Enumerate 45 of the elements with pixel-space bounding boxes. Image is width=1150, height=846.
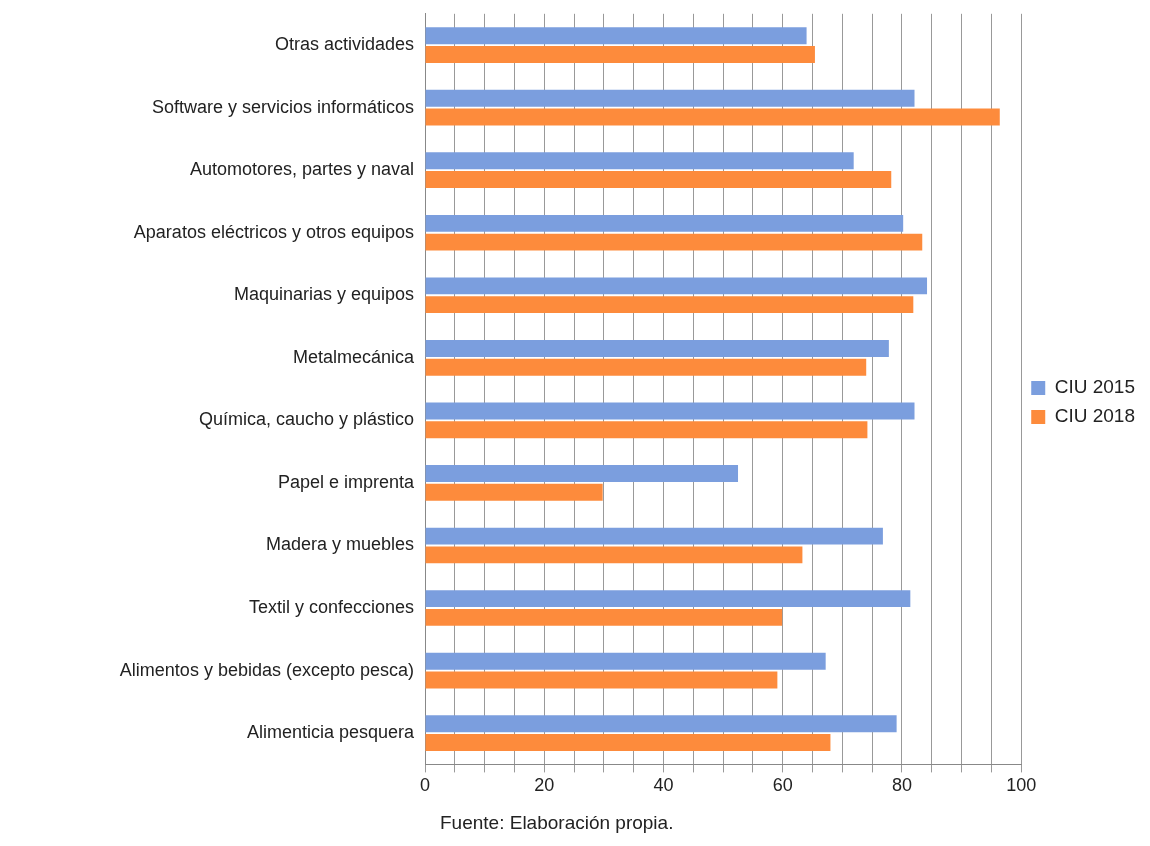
bar (425, 734, 831, 751)
bar (425, 340, 889, 357)
y-tick-label: Metalmecánica (292, 346, 415, 367)
y-tick-label: Papel e imprenta (277, 471, 415, 492)
bar (425, 465, 739, 482)
y-tick-label: Automotores, partes y naval (189, 159, 414, 180)
legend-label: CIU 2015 (1054, 376, 1136, 398)
bar (425, 27, 807, 45)
x-tick-label: 20 (534, 775, 555, 796)
x-tick-label: 100 (1006, 775, 1037, 796)
bar (425, 652, 826, 670)
y-tick-label: Madera y muebles (265, 534, 414, 555)
bar (425, 590, 911, 608)
bar (425, 171, 892, 188)
bar (425, 46, 815, 63)
bar (425, 152, 854, 170)
x-tick-label: 80 (891, 775, 912, 796)
bar (425, 108, 1000, 126)
bar (425, 527, 883, 545)
bar (425, 214, 904, 232)
bar (425, 296, 914, 314)
bar (425, 546, 803, 564)
bar (425, 233, 923, 251)
bar (425, 277, 928, 295)
bar (425, 608, 783, 626)
bar (425, 402, 915, 420)
bar (425, 421, 868, 439)
bar (425, 358, 867, 376)
y-tick-label: Software y servicios informáticos (151, 96, 414, 117)
bar (425, 715, 897, 733)
x-tick-label: 40 (653, 775, 674, 796)
y-tick-label: Maquinarias y equipos (233, 284, 414, 305)
legend-label: CIU 2018 (1054, 405, 1136, 427)
source-note: Fuente: Elaboración propia. (440, 812, 674, 834)
y-tick-label: Otras actividades (274, 34, 414, 55)
x-tick-label: 0 (419, 775, 431, 796)
y-tick-label: Textil y confecciones (248, 596, 414, 617)
y-tick-label: Química, caucho y plástico (198, 409, 414, 430)
y-tick-label: Alimentos y bebidas (excepto pesca) (119, 659, 414, 680)
bar (425, 89, 915, 107)
y-tick-label: Alimenticia pesquera (246, 722, 415, 743)
bar (425, 671, 778, 689)
y-tick-label: Aparatos eléctricos y otros equipos (133, 221, 414, 242)
bar (425, 483, 603, 501)
x-tick-label: 60 (772, 775, 793, 796)
